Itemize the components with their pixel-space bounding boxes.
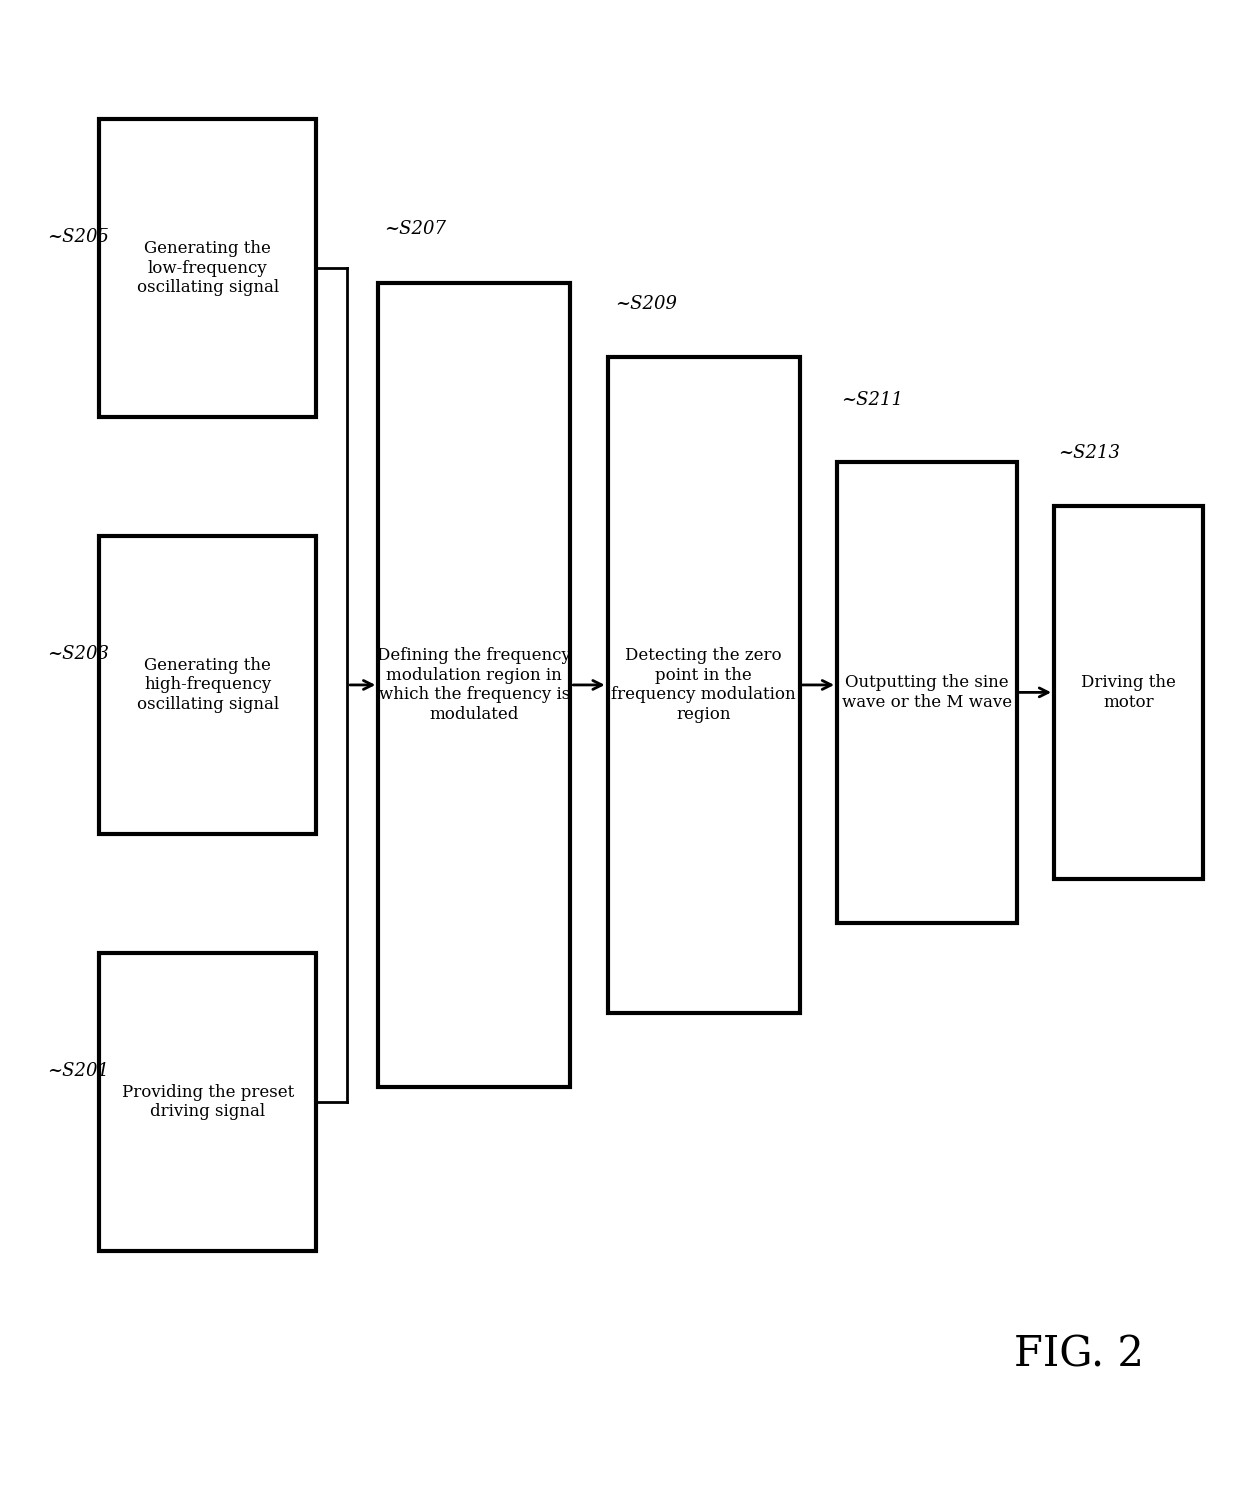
FancyBboxPatch shape bbox=[99, 953, 316, 1251]
FancyBboxPatch shape bbox=[608, 357, 800, 1013]
Text: ~S209: ~S209 bbox=[615, 295, 677, 313]
Text: ~S211: ~S211 bbox=[841, 392, 903, 409]
FancyBboxPatch shape bbox=[99, 119, 316, 417]
Text: Outputting the sine
wave or the M wave: Outputting the sine wave or the M wave bbox=[842, 675, 1012, 710]
Text: Detecting the zero
point in the
frequency modulation
region: Detecting the zero point in the frequenc… bbox=[611, 648, 796, 722]
Text: ~S203: ~S203 bbox=[47, 645, 109, 663]
Text: Generating the
high-frequency
oscillating signal: Generating the high-frequency oscillatin… bbox=[136, 657, 279, 713]
FancyBboxPatch shape bbox=[378, 283, 570, 1087]
FancyBboxPatch shape bbox=[1054, 506, 1203, 879]
Text: ~S213: ~S213 bbox=[1058, 444, 1120, 462]
Text: ~S207: ~S207 bbox=[384, 220, 446, 238]
Text: Generating the
low-frequency
oscillating signal: Generating the low-frequency oscillating… bbox=[136, 240, 279, 296]
Text: Providing the preset
driving signal: Providing the preset driving signal bbox=[122, 1084, 294, 1120]
Text: ~S201: ~S201 bbox=[47, 1062, 109, 1080]
Text: Driving the
motor: Driving the motor bbox=[1081, 675, 1176, 710]
Text: Defining the frequency
modulation region in
which the frequency is
modulated: Defining the frequency modulation region… bbox=[377, 648, 572, 722]
Text: FIG. 2: FIG. 2 bbox=[1014, 1334, 1143, 1376]
FancyBboxPatch shape bbox=[99, 536, 316, 834]
FancyBboxPatch shape bbox=[837, 462, 1017, 923]
Text: ~S205: ~S205 bbox=[47, 228, 109, 246]
